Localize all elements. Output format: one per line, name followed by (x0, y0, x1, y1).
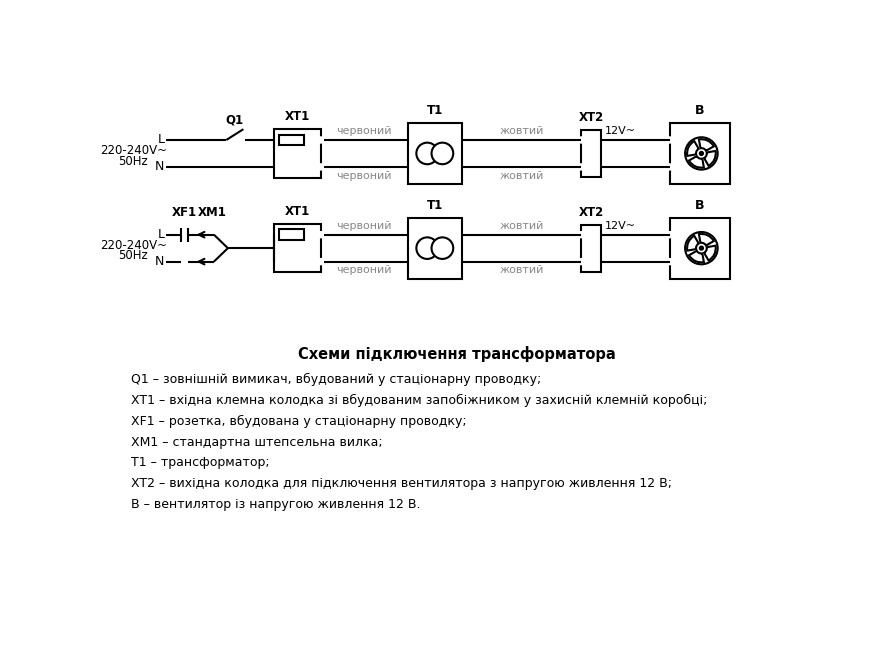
Circle shape (667, 232, 672, 237)
Bar (274, 224, 321, 272)
Circle shape (579, 137, 584, 142)
Text: червоний: червоний (337, 126, 392, 136)
Circle shape (431, 142, 454, 164)
Bar (670, 217, 730, 279)
Circle shape (699, 246, 704, 250)
Wedge shape (687, 141, 698, 156)
Text: червоний: червоний (337, 171, 392, 181)
Circle shape (318, 259, 323, 264)
Text: 50Hz: 50Hz (119, 155, 148, 168)
Text: червоний: червоний (337, 221, 392, 231)
Bar (670, 123, 730, 184)
Bar (279, 135, 304, 146)
Circle shape (431, 237, 454, 259)
Text: Q1 – зовнішній вимикач, вбудований у стаціонарну проводку;: Q1 – зовнішній вимикач, вбудований у ста… (131, 374, 541, 387)
Text: XT1: XT1 (285, 110, 310, 123)
Text: жовтий: жовтий (499, 126, 544, 136)
Wedge shape (687, 236, 698, 251)
Wedge shape (689, 156, 704, 168)
Text: B: B (695, 104, 705, 117)
Circle shape (699, 151, 704, 155)
Text: 12V~: 12V~ (605, 221, 636, 231)
Text: XM1: XM1 (198, 206, 227, 219)
Text: XT1: XT1 (285, 205, 310, 217)
Text: 50Hz: 50Hz (119, 249, 148, 263)
Text: XF1 – розетка, вбудована у стаціонарну проводку;: XF1 – розетка, вбудована у стаціонарну п… (131, 415, 467, 428)
Text: XF1: XF1 (172, 206, 197, 219)
Circle shape (667, 164, 672, 170)
Circle shape (416, 237, 438, 259)
Text: N: N (155, 255, 164, 268)
Circle shape (416, 142, 438, 164)
Circle shape (667, 137, 672, 142)
Circle shape (318, 232, 323, 237)
Wedge shape (689, 251, 704, 263)
Text: T1: T1 (427, 199, 443, 212)
Wedge shape (699, 234, 714, 246)
Circle shape (667, 259, 672, 264)
Text: T1: T1 (427, 104, 443, 117)
Text: XT2: XT2 (579, 111, 604, 124)
Bar (408, 123, 462, 184)
Text: L: L (157, 133, 164, 146)
Circle shape (685, 137, 718, 170)
Bar (408, 217, 462, 279)
Text: XT2: XT2 (579, 206, 604, 219)
Circle shape (579, 259, 584, 264)
Text: T1 – трансформатор;: T1 – трансформатор; (131, 456, 270, 470)
Text: червоний: червоний (337, 266, 392, 276)
Circle shape (318, 137, 323, 142)
Bar (279, 229, 304, 240)
Text: 220-240V~: 220-240V~ (100, 144, 167, 157)
Wedge shape (704, 246, 715, 261)
Text: B – вентилятор із напругою живлення 12 В.: B – вентилятор із напругою живлення 12 В… (131, 498, 421, 511)
Text: жовтий: жовтий (499, 171, 544, 181)
Text: Схеми підключення трансформатора: Схеми підключення трансформатора (298, 346, 616, 362)
Text: жовтий: жовтий (499, 221, 544, 231)
Text: XM1 – стандартна штепсельна вилка;: XM1 – стандартна штепсельна вилка; (131, 436, 382, 449)
Circle shape (685, 232, 718, 264)
Circle shape (579, 232, 584, 237)
Text: XT1 – вхідна клемна колодка зі вбудованим запобіжником у захисній клемній коробц: XT1 – вхідна клемна колодка зі вбудовани… (131, 394, 707, 407)
Text: жовтий: жовтий (499, 266, 544, 276)
Circle shape (318, 164, 323, 170)
Text: L: L (157, 228, 164, 241)
Text: XT2 – вихідна колодка для підключення вентилятора з напругою живлення 12 В;: XT2 – вихідна колодка для підключення ве… (131, 477, 672, 490)
Text: N: N (155, 161, 164, 174)
Wedge shape (704, 151, 715, 166)
Text: 220-240V~: 220-240V~ (100, 238, 167, 251)
Bar (581, 225, 601, 272)
Text: B: B (695, 199, 705, 212)
Circle shape (579, 164, 584, 170)
Text: 12V~: 12V~ (605, 126, 636, 136)
Text: Q1: Q1 (225, 113, 243, 126)
Bar (581, 130, 601, 177)
Wedge shape (699, 139, 714, 151)
Bar (274, 129, 321, 178)
